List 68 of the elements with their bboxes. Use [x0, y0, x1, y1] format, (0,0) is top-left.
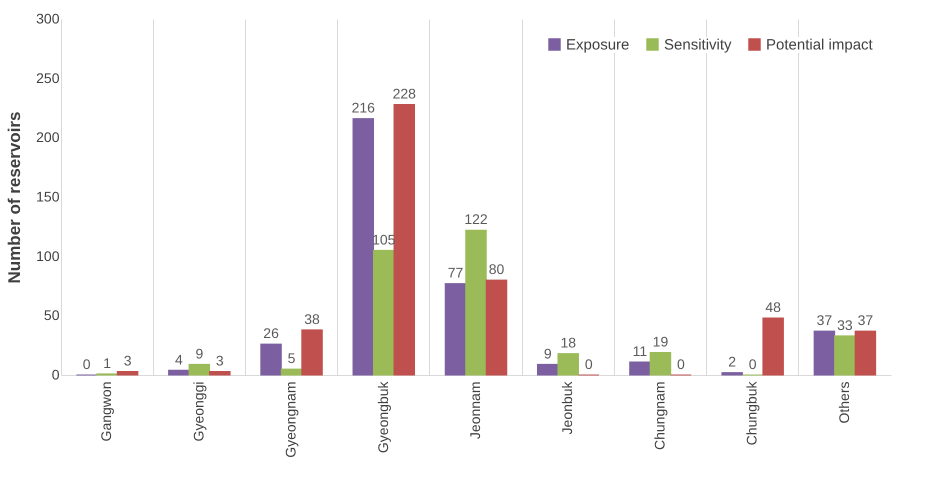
data-label: 38 — [304, 310, 320, 327]
bar — [260, 344, 282, 376]
data-label: 216 — [352, 100, 376, 116]
data-label: 37 — [816, 312, 832, 328]
y-tick-label: 200 — [36, 129, 60, 146]
y-tick-label: 50 — [44, 307, 60, 324]
y-tick-label: 0 — [52, 366, 60, 382]
data-label: 1 — [103, 354, 112, 371]
bar — [650, 352, 672, 376]
bar — [465, 230, 487, 376]
data-label: 77 — [448, 264, 464, 281]
x-tick-label: Gyeonggi — [190, 382, 206, 442]
y-tick-label: 150 — [36, 188, 60, 204]
data-label: 48 — [765, 299, 782, 316]
bar — [444, 283, 466, 376]
data-label: 33 — [837, 316, 853, 333]
bar — [814, 330, 836, 376]
bar — [373, 250, 395, 376]
data-label: 18 — [560, 334, 576, 351]
data-label: 9 — [544, 345, 552, 362]
x-tick-label: Jeonbuk — [559, 380, 576, 434]
bar — [209, 370, 231, 376]
data-label: 19 — [652, 333, 668, 350]
data-label: 122 — [464, 211, 488, 228]
bar — [854, 330, 876, 376]
data-label: 3 — [216, 352, 224, 368]
data-label: 0 — [677, 356, 686, 372]
x-tick-label: Chungnam — [651, 382, 668, 450]
data-label: 2 — [728, 354, 736, 370]
y-tick-label: 300 — [36, 10, 60, 26]
legend-label: Exposure — [566, 36, 630, 54]
bar — [721, 372, 743, 376]
bar — [116, 370, 138, 376]
x-tick-label: Gangwon — [98, 382, 114, 442]
data-label: 37 — [858, 312, 874, 328]
bar — [629, 361, 651, 376]
data-label: 80 — [488, 261, 504, 278]
data-label: 0 — [748, 356, 757, 372]
x-tick-label: Others — [836, 382, 852, 424]
bar — [536, 364, 558, 376]
bar — [280, 368, 302, 376]
y-tick-label: 100 — [36, 248, 60, 264]
data-label: 26 — [263, 325, 280, 342]
x-tick-label: Gyeongbuk — [374, 380, 391, 454]
data-label: 5 — [288, 350, 296, 366]
bar — [486, 280, 508, 376]
bar — [301, 329, 323, 376]
legend-label: Sensitivity — [664, 36, 732, 54]
data-label: 4 — [174, 351, 183, 368]
x-tick-label: Gyeongnam — [282, 382, 299, 458]
bar — [557, 353, 579, 376]
y-axis-title: Number of reservoirs — [5, 112, 24, 284]
data-label: 3 — [124, 352, 132, 368]
data-label: 0 — [82, 356, 91, 372]
bar — [352, 118, 374, 376]
bar — [188, 364, 210, 376]
bar — [834, 335, 856, 376]
x-tick-label: Jeonnam — [467, 382, 483, 440]
y-tick-label: 250 — [36, 70, 60, 86]
bar — [394, 104, 416, 376]
x-tick-label: Chungbuk — [744, 380, 760, 446]
data-label: 228 — [392, 85, 416, 102]
data-label: 11 — [632, 342, 648, 359]
bar — [168, 370, 190, 376]
legend-label: Potential impact — [766, 36, 874, 54]
bar — [762, 318, 784, 376]
data-label: 0 — [584, 356, 593, 372]
data-label: 9 — [195, 345, 204, 362]
